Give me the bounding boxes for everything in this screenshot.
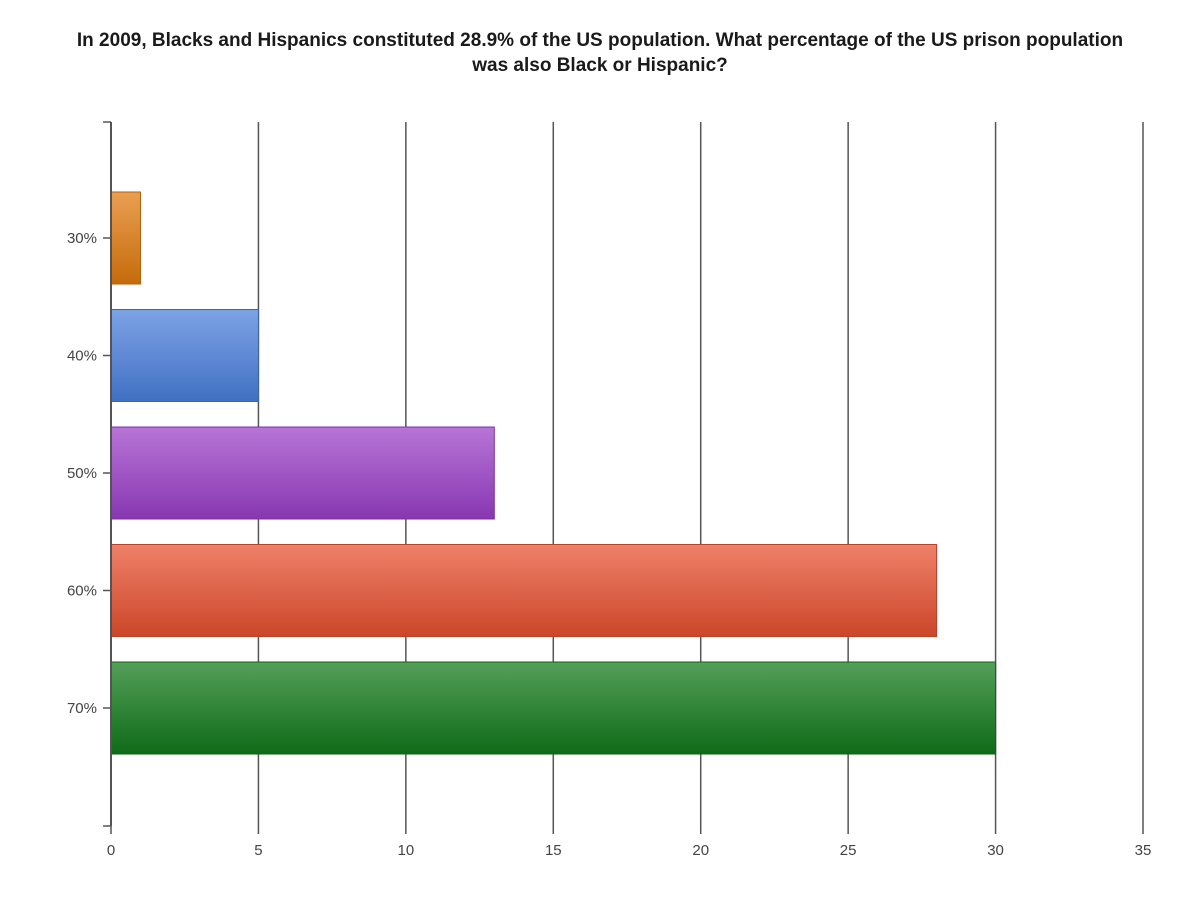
- x-tick-label: 25: [840, 842, 857, 859]
- chart-title: In 2009, Blacks and Hispanics constitute…: [76, 30, 1124, 76]
- bar-60pct: [110, 544, 938, 637]
- x-tick-label: 20: [692, 842, 709, 859]
- bar-50pct: [110, 426, 495, 520]
- x-tick-label: 30: [987, 842, 1004, 859]
- x-tick-label: 15: [545, 842, 562, 859]
- x-tick-label: 35: [1135, 842, 1152, 859]
- axes: [103, 121, 1144, 834]
- bar-30pct: [110, 191, 141, 285]
- bar-70pct: [110, 661, 997, 755]
- y-tick-label: 40%: [67, 348, 97, 365]
- tick-labels: 0 5 10 15 20 25 30 35 30% 40% 50% 60% 70%: [67, 230, 1151, 859]
- x-tick-label: 10: [398, 842, 415, 859]
- y-tick-label: 60%: [67, 583, 97, 600]
- bars: [110, 191, 997, 755]
- y-tick-label: 30%: [67, 230, 97, 247]
- y-tick-label: 50%: [67, 465, 97, 482]
- x-tick-label: 5: [254, 842, 262, 859]
- bar-40pct: [110, 309, 259, 402]
- y-tick-label: 70%: [67, 700, 97, 717]
- x-tick-label: 0: [107, 842, 115, 859]
